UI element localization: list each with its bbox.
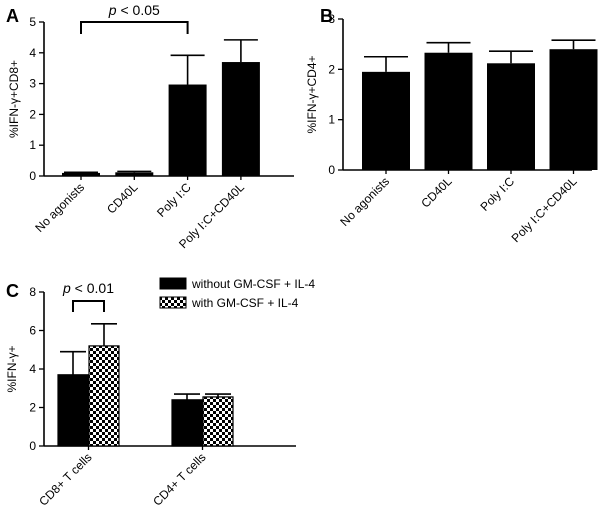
- p-threshold: < 0.05: [117, 2, 160, 18]
- legend: without GM-CSF + IL-4 with GM-CSF + IL-4: [159, 277, 315, 310]
- panel-label: C: [6, 281, 19, 301]
- y-tick-label: 2: [29, 401, 36, 415]
- category-label: CD40L: [418, 174, 455, 211]
- y-tick-label: 1: [328, 113, 335, 127]
- chart-panel-a: 0 1 2 3 4 5 %IFN-γ+CD8+ A No agonists CD40L Poly I…: [6, 2, 294, 251]
- bar: [171, 399, 203, 447]
- y-tick-label: 5: [29, 15, 36, 29]
- p-symbol: p: [62, 280, 71, 296]
- bar: [168, 84, 207, 176]
- p-symbol: p: [108, 2, 117, 18]
- y-tick-label: 3: [328, 12, 335, 26]
- category-label: Poly I:C: [154, 180, 194, 220]
- y-tick-label: 2: [328, 62, 335, 76]
- bar: [115, 172, 154, 176]
- bar: [487, 63, 535, 170]
- y-axis-label: %IFN-γ+: [5, 345, 19, 392]
- bar: [362, 71, 410, 170]
- legend-swatch: [159, 277, 187, 290]
- chart-panel-b: 0 1 2 3 %IFN-γ+CD4+ B No agonists CD40L Poly I:C…: [305, 6, 598, 245]
- bar: [221, 62, 260, 176]
- category-label: No agonists: [337, 174, 392, 229]
- category-label: CD4+ T cells: [150, 450, 208, 508]
- chart-panel-c: 0 2 4 6 8 %IFN-γ+ C CD8+ T cells CD4+ T cells p <…: [5, 277, 315, 509]
- y-tick-label: 0: [328, 163, 335, 177]
- p-threshold: < 0.01: [71, 280, 114, 296]
- category-label: CD8+ T cells: [36, 450, 94, 508]
- y-tick-label: 4: [29, 46, 36, 60]
- bar: [202, 396, 234, 447]
- panel-label: B: [320, 6, 333, 26]
- bar: [424, 52, 473, 171]
- category-label: CD40L: [104, 180, 141, 217]
- bar: [57, 374, 89, 447]
- category-label: No agonists: [32, 180, 87, 235]
- bar: [62, 172, 100, 176]
- panel-label: A: [6, 6, 19, 26]
- y-axis-label: %IFN-γ+CD4+: [305, 55, 319, 133]
- y-tick-label: 8: [29, 285, 36, 299]
- legend-label: with GM-CSF + IL-4: [191, 296, 299, 310]
- y-tick-label: 4: [29, 362, 36, 376]
- significance-label: p < 0.01: [62, 280, 114, 296]
- category-label: Poly I:C: [478, 174, 518, 214]
- y-tick-label: 0: [29, 169, 36, 183]
- y-tick-label: 3: [29, 77, 36, 91]
- legend-label: without GM-CSF + IL-4: [191, 277, 315, 291]
- y-tick-label: 1: [29, 138, 36, 152]
- y-tick-label: 0: [29, 439, 36, 453]
- y-tick-label: 2: [29, 107, 36, 121]
- bar: [549, 49, 598, 171]
- y-tick-label: 6: [29, 324, 36, 338]
- significance-bracket: [72, 300, 105, 312]
- category-label: Poly I:C+CD40L: [509, 174, 580, 245]
- y-axis-label: %IFN-γ+CD8+: [7, 60, 21, 138]
- legend-swatch: [159, 296, 187, 309]
- bar: [88, 345, 120, 447]
- significance-bracket: [80, 21, 189, 34]
- significance-label: p < 0.05: [108, 2, 160, 18]
